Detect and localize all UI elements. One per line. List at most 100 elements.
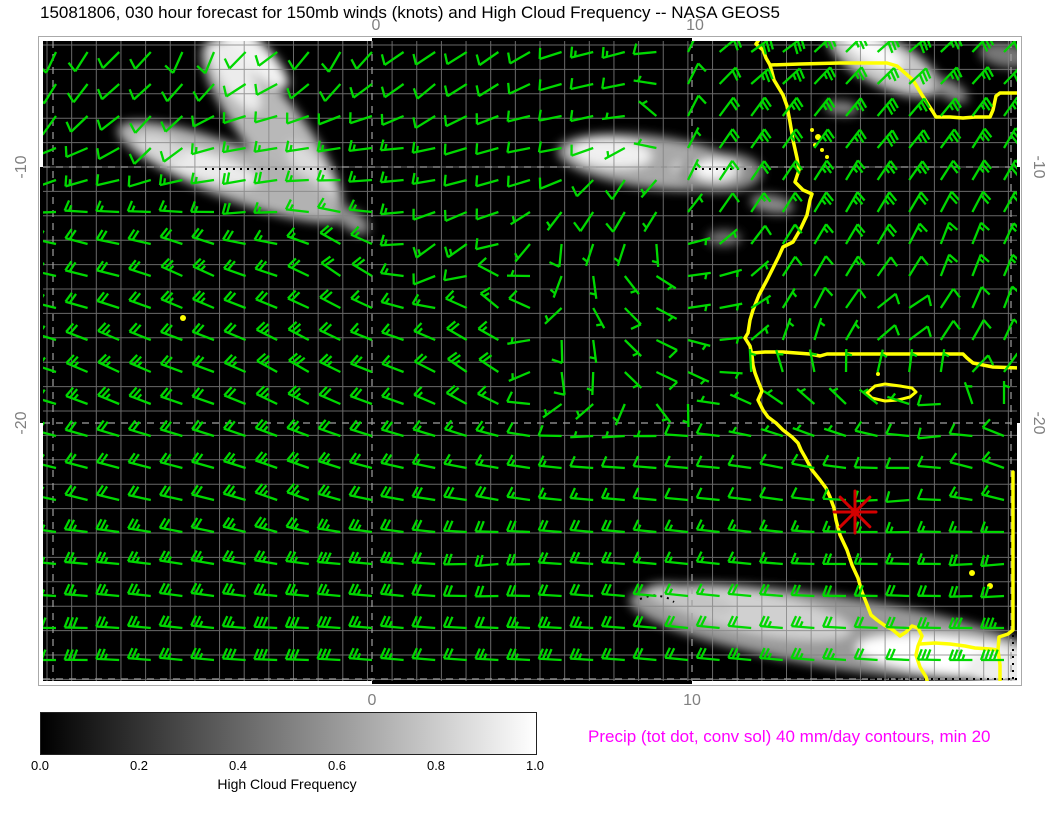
barb-feather [979, 649, 986, 661]
barb-feather [982, 100, 991, 111]
barb-shaft [591, 371, 595, 396]
barb-half-feather [325, 458, 332, 465]
wind-barb [695, 455, 720, 470]
barb-feather [195, 356, 205, 367]
barb-feather [348, 647, 355, 659]
barb-feather [316, 140, 321, 152]
barb-feather [569, 519, 576, 531]
barb-shaft [655, 338, 678, 352]
barb-feather [348, 583, 355, 595]
wind-barb [781, 128, 804, 149]
barb-shaft [70, 115, 89, 133]
barb-feather [320, 583, 328, 595]
barb-feather [727, 615, 735, 627]
barb-feather [160, 91, 169, 102]
barb-half-feather [135, 620, 141, 628]
barb-shaft [949, 432, 973, 438]
wind-barb [63, 616, 88, 630]
wind-barb [446, 320, 468, 341]
barb-feather [350, 289, 360, 300]
barb-feather [444, 289, 455, 300]
barb-feather [920, 101, 928, 112]
barb-shaft [633, 142, 657, 150]
barb-feather [162, 583, 170, 595]
wind-barb [845, 288, 867, 309]
barb-feather [316, 518, 324, 529]
barb-half-feather [916, 167, 922, 174]
barb-feather [885, 104, 894, 116]
wind-barb [664, 423, 689, 438]
wind-barb [128, 259, 152, 278]
barb-shaft [65, 269, 88, 278]
axis-tick-right: -10 [1030, 155, 1047, 179]
barb-half-feather [417, 391, 423, 398]
barb-half-feather [448, 424, 454, 432]
barb-feather [449, 386, 460, 396]
barb-feather [227, 323, 237, 334]
barb-feather [163, 388, 173, 399]
barb-feather [258, 420, 268, 431]
barb-shaft [845, 255, 860, 277]
barb-shaft [101, 83, 120, 101]
barb-feather [729, 100, 738, 111]
wind-barb [95, 174, 120, 187]
barb-feather [632, 43, 638, 55]
barb-feather [885, 648, 892, 660]
wind-barb [971, 319, 992, 341]
barb-half-feather [1011, 103, 1017, 110]
barb-feather [383, 615, 391, 627]
barb-half-feather [356, 588, 362, 596]
barb-shaft [655, 403, 672, 423]
barb-feather [34, 388, 41, 397]
barb-feather [794, 255, 803, 267]
wind-barb [43, 293, 57, 310]
barb-feather [888, 191, 898, 202]
barb-shaft [412, 625, 436, 630]
wind-barb [623, 307, 642, 330]
wind-barb [695, 422, 720, 438]
barb-half-feather [513, 252, 519, 259]
barb-feather [573, 551, 581, 563]
barb-feather [226, 517, 235, 529]
barb-shaft [160, 395, 183, 406]
wind-barb [129, 115, 152, 134]
barb-feather [605, 551, 612, 563]
barb-feather [158, 199, 165, 211]
barb-feather [551, 358, 563, 365]
wind-barb [475, 208, 499, 221]
barb-feather [96, 148, 101, 160]
barb-shaft [445, 210, 468, 222]
barb-feather [478, 486, 487, 498]
barb-feather [191, 322, 201, 333]
page-title: 15081806, 030 hour forecast for 150mb wi… [40, 3, 780, 22]
wind-barb [813, 159, 835, 181]
barb-shaft [133, 147, 152, 165]
barb-feather [226, 550, 234, 562]
barb-shaft [686, 62, 700, 85]
barb-feather [926, 41, 932, 48]
wind-barb [687, 271, 711, 280]
wind-barb [600, 519, 625, 534]
barb-shaft [256, 328, 278, 342]
wind-barb [600, 551, 625, 566]
wind-barb [379, 171, 404, 184]
barb-shaft [191, 559, 215, 566]
barb-feather [765, 41, 771, 53]
wind-barb [443, 209, 468, 222]
barb-shaft [876, 129, 894, 149]
barb-shaft [828, 387, 847, 405]
barb-shaft [446, 51, 468, 66]
barb-shaft [43, 239, 57, 246]
wind-barb [853, 616, 878, 630]
barb-shaft [191, 591, 215, 598]
barb-shaft [796, 388, 816, 405]
wind-barb [287, 51, 310, 71]
wind-barb [286, 83, 310, 100]
barb-half-feather [353, 327, 360, 334]
barb-half-feather [262, 522, 268, 529]
barb-feather [411, 583, 418, 595]
wind-barb [651, 243, 660, 268]
barb-shaft [191, 526, 215, 534]
barb-feather [131, 229, 140, 241]
barb-feather [158, 550, 166, 562]
